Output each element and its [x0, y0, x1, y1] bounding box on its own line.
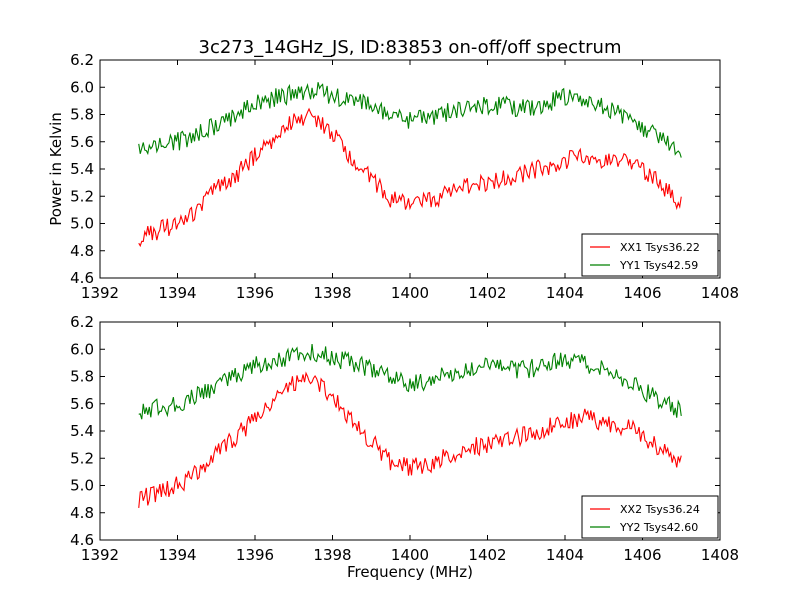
y-tick-label: 4.6: [70, 531, 94, 549]
y-tick-label: 5.8: [70, 368, 94, 386]
x-tick-label: 1400: [391, 546, 429, 564]
series-line-xx2: [138, 371, 682, 508]
x-tick-label: 1400: [391, 284, 429, 302]
top-panel: 1392 1394 1396 1398 1400 1402 1404 1406 1408 4.6 4…: [70, 51, 739, 302]
y-tick-label: 6.0: [70, 340, 94, 358]
x-tick-label: 1392: [81, 284, 119, 302]
y-tick-label: 4.8: [70, 504, 94, 522]
legend-label: XX1 Tsys36.22: [620, 241, 700, 254]
legend-box: [581, 495, 719, 539]
bottom-panel: 1392 1394 1396 1398 1400 1402 1404 1406 1408 4.6 4…: [70, 313, 739, 564]
legend-box: [581, 233, 719, 277]
y-tick-label: 5.4: [70, 160, 94, 178]
y-tick-label: 5.0: [70, 477, 94, 495]
series-line-yy2: [138, 343, 682, 420]
y-tick-label: 5.4: [70, 422, 94, 440]
y-tick-label: 6.2: [70, 313, 94, 331]
legend-label: YY1 Tsys42.59: [619, 259, 698, 272]
y-tick-label: 5.8: [70, 106, 94, 124]
x-tick-label: 1396: [236, 284, 274, 302]
x-tick-label: 1394: [158, 284, 196, 302]
x-tick-label: 1406: [623, 546, 661, 564]
x-tick-label: 1402: [468, 284, 506, 302]
y-axis-label: Power in Kelvin: [47, 112, 65, 226]
x-tick-label: 1404: [546, 546, 584, 564]
y-tick-label: 5.0: [70, 215, 94, 233]
x-tick-label: 1408: [701, 546, 739, 564]
x-tick-label: 1394: [158, 546, 196, 564]
legend: XX1 Tsys36.22 YY1 Tsys42.59: [581, 233, 719, 277]
x-tick-label: 1398: [313, 284, 351, 302]
y-tick-label: 5.6: [70, 133, 94, 151]
series-line-xx1: [138, 107, 682, 248]
y-tick-label: 5.2: [70, 449, 94, 467]
legend-label: YY2 Tsys42.60: [619, 521, 698, 534]
y-tick-label: 6.2: [70, 51, 94, 69]
x-axis-label: Frequency (MHz): [347, 563, 473, 581]
x-tick-label: 1408: [701, 284, 739, 302]
x-tick-label: 1396: [236, 546, 274, 564]
y-tick-label: 6.0: [70, 78, 94, 96]
x-tick-label: 1402: [468, 546, 506, 564]
y-tick-label: 4.6: [70, 269, 94, 287]
legend: XX2 Tsys36.24 YY2 Tsys42.60: [581, 495, 719, 539]
series-line-yy1: [138, 82, 682, 158]
y-tick-label: 4.8: [70, 242, 94, 260]
x-tick-label: 1398: [313, 546, 351, 564]
x-tick-label: 1406: [623, 284, 661, 302]
figure-title: 3c273_14GHz_JS, ID:83853 on-off/off spec…: [199, 37, 622, 58]
x-tick-label: 1404: [546, 284, 584, 302]
y-tick-label: 5.2: [70, 187, 94, 205]
x-tick-label: 1392: [81, 546, 119, 564]
legend-label: XX2 Tsys36.24: [620, 503, 700, 516]
y-tick-label: 5.6: [70, 395, 94, 413]
